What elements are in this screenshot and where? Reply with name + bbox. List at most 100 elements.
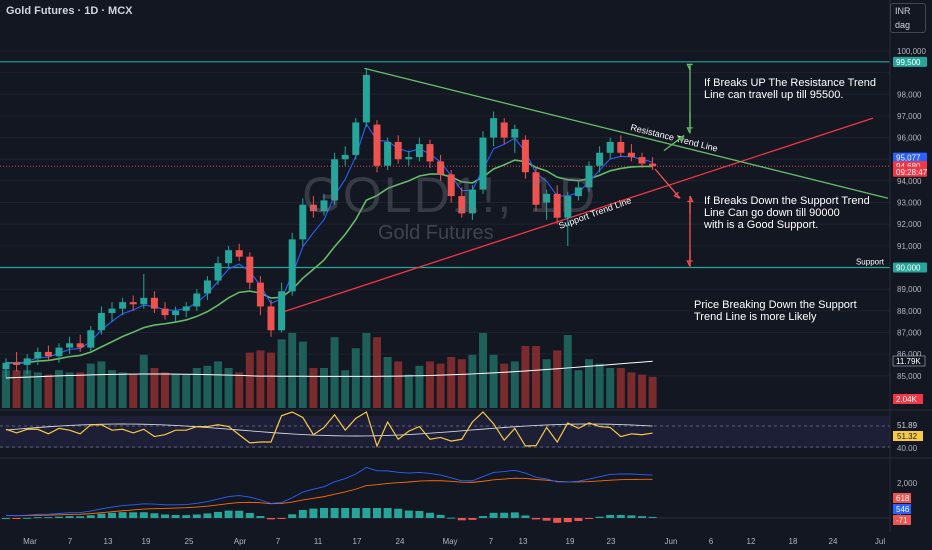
candle-body <box>405 157 413 160</box>
currency-unit-box[interactable]: INR dag <box>890 3 926 33</box>
volume-bar <box>267 352 275 408</box>
candle-body <box>596 152 604 166</box>
candle-body <box>532 172 540 205</box>
rsi-tag-bg <box>893 431 923 441</box>
rsi-tag-bg <box>893 420 923 430</box>
macd-histogram-bar <box>415 511 424 518</box>
volume-bar <box>192 368 201 408</box>
candle-body <box>235 250 243 257</box>
candle-body <box>574 187 582 197</box>
volume-bar <box>44 374 53 408</box>
candle-body <box>150 297 158 309</box>
x-tick-label: 25 <box>185 537 194 546</box>
candle-body <box>309 204 317 212</box>
price-tick-label: 89,000 <box>897 285 922 294</box>
volume-bar <box>574 370 583 408</box>
volume-bar <box>203 365 212 408</box>
arrow-up-target-head <box>686 127 693 134</box>
macd-tag: 618 <box>896 494 910 503</box>
volume-bar <box>447 357 456 408</box>
macd-signal-line <box>5 477 653 517</box>
macd-histogram-bar <box>309 508 318 518</box>
x-tick-label: 24 <box>396 537 405 546</box>
volume-bar <box>65 372 74 408</box>
macd-histogram-bar <box>489 512 498 518</box>
price-tag-bg <box>893 152 927 163</box>
candle-body <box>246 256 254 283</box>
volume-bar <box>468 354 477 408</box>
candle-body <box>66 343 74 348</box>
candle-body <box>511 128 519 138</box>
price-tag: 99,500 <box>896 58 921 67</box>
x-tick-label: 6 <box>709 537 714 546</box>
volume-bar <box>436 363 445 408</box>
candle-body <box>267 306 275 331</box>
candle-body <box>320 200 328 212</box>
slow-ma-line <box>5 159 653 364</box>
macd-histogram-bar <box>479 516 487 518</box>
candle-body <box>352 122 360 155</box>
x-tick-label: 19 <box>566 537 575 546</box>
volume-bar <box>55 370 63 408</box>
volume-bar <box>235 372 244 408</box>
volume-bar <box>182 374 191 408</box>
volume-bar <box>404 374 413 408</box>
macd-histogram-bar <box>97 513 106 518</box>
volume-bar <box>12 370 21 408</box>
candle-body <box>161 308 169 316</box>
price-tick-label: 98,000 <box>897 90 922 99</box>
macd-histogram-bar <box>373 508 381 518</box>
annotation-breakdown: If Breaks Down the Support Trend Line Ca… <box>704 195 870 231</box>
price-tick-label: 88,000 <box>897 307 922 316</box>
macd-histogram-bar <box>267 518 275 520</box>
macd-histogram-bar <box>192 514 201 518</box>
candle-body <box>638 157 646 164</box>
price-tag-bg <box>893 56 927 67</box>
x-tick-label: 11 <box>314 537 323 546</box>
volume-bar <box>245 352 254 408</box>
rsi-tag: 51.89 <box>897 421 918 430</box>
x-tick-label: 13 <box>519 537 528 546</box>
moving-averages <box>5 122 653 365</box>
macd-histogram-bar <box>574 518 583 522</box>
macd-histogram-bar <box>150 513 159 518</box>
arrow-breakout-green-head <box>677 135 685 142</box>
candle-body <box>203 280 211 294</box>
rsi-tick-label: 40.00 <box>897 444 918 453</box>
price-tick-label: 100,000 <box>897 47 926 56</box>
macd-histogram-bar <box>245 512 254 518</box>
volume-bar <box>394 361 403 408</box>
candle-body <box>649 163 657 167</box>
candle-body <box>214 263 222 281</box>
candle-body <box>490 118 498 138</box>
macd-histogram-bar <box>351 508 360 518</box>
candle-body <box>331 159 339 201</box>
macd-histogram-bar <box>288 514 297 518</box>
arrow-down-top-head <box>687 195 694 203</box>
macd-histogram-bar <box>214 511 222 518</box>
x-tick-label: 7 <box>489 537 494 546</box>
volume-bar <box>298 341 307 408</box>
candle-body <box>108 308 116 313</box>
candle-body <box>288 239 296 292</box>
candle-body <box>225 250 233 264</box>
macd-histogram-bar <box>224 510 233 518</box>
macd-tick-label: 2,000 <box>897 479 918 488</box>
candle-body <box>373 124 381 166</box>
macd-histogram-bar <box>595 516 604 518</box>
price-tick-label: 93,000 <box>897 199 922 208</box>
macd-histogram-bar <box>521 515 530 518</box>
volume-bar <box>86 363 95 408</box>
macd-histogram-bar <box>404 510 413 518</box>
watermark-name: Gold Futures <box>378 222 494 244</box>
rsi-pane: 40.00 51.89 51.32 <box>0 411 923 453</box>
x-tick-label: 23 <box>607 537 616 546</box>
annotation-line: Line Can go down till 90000 <box>704 207 840 219</box>
volume-tag-bg <box>892 355 926 367</box>
volume-bar <box>500 363 509 408</box>
volume-bar <box>309 368 318 408</box>
candle-body <box>256 282 264 307</box>
macd-histogram-bar <box>86 515 95 518</box>
volume-bar <box>426 361 434 408</box>
